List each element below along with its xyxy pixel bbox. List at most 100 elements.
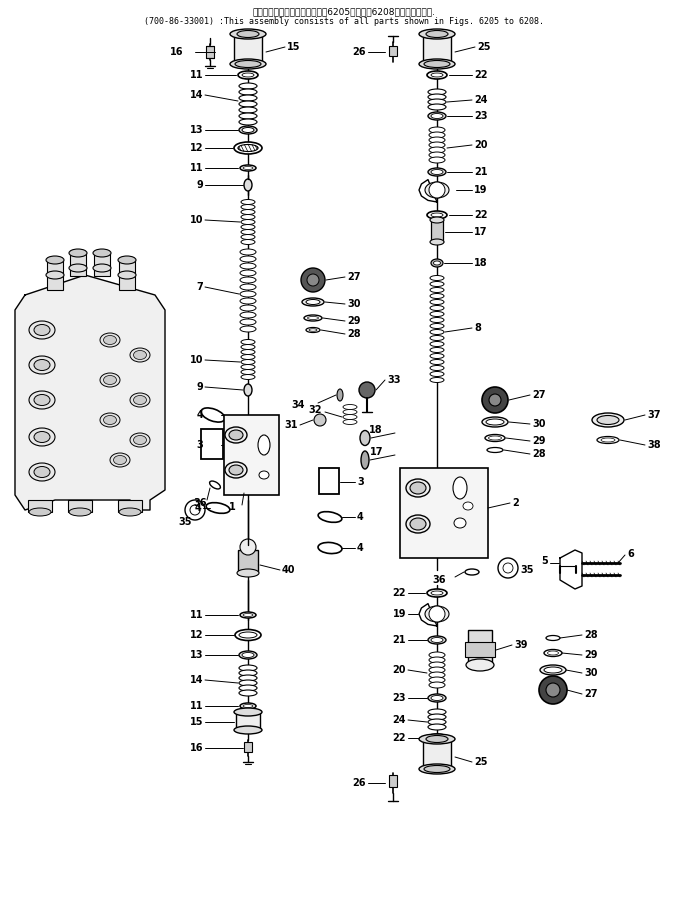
Ellipse shape <box>235 60 261 68</box>
Ellipse shape <box>343 415 357 419</box>
Text: 7: 7 <box>196 282 203 292</box>
Ellipse shape <box>29 356 55 374</box>
Ellipse shape <box>240 612 256 618</box>
Ellipse shape <box>240 298 256 304</box>
Ellipse shape <box>430 311 444 317</box>
Ellipse shape <box>93 249 111 257</box>
Ellipse shape <box>430 372 444 376</box>
Text: 17: 17 <box>369 447 383 457</box>
Ellipse shape <box>419 29 455 39</box>
Ellipse shape <box>430 330 444 334</box>
Ellipse shape <box>34 360 50 371</box>
Ellipse shape <box>241 374 255 380</box>
Ellipse shape <box>258 435 270 455</box>
Ellipse shape <box>46 256 64 264</box>
Ellipse shape <box>240 703 256 709</box>
Ellipse shape <box>239 670 257 676</box>
Text: 19: 19 <box>393 609 406 619</box>
Circle shape <box>429 606 445 622</box>
Text: 4: 4 <box>196 410 203 420</box>
Text: 30: 30 <box>347 299 360 309</box>
Ellipse shape <box>427 734 447 742</box>
Text: 16: 16 <box>189 743 203 753</box>
Ellipse shape <box>419 734 455 744</box>
Bar <box>244 742 252 752</box>
Ellipse shape <box>103 335 116 344</box>
Text: 12: 12 <box>189 143 203 153</box>
Text: 25: 25 <box>474 757 488 767</box>
Bar <box>224 415 279 495</box>
Ellipse shape <box>343 419 357 425</box>
Ellipse shape <box>430 217 444 223</box>
Ellipse shape <box>360 431 370 446</box>
Ellipse shape <box>427 71 447 79</box>
Ellipse shape <box>239 101 257 107</box>
Text: 36: 36 <box>433 575 446 585</box>
Ellipse shape <box>304 315 322 321</box>
Ellipse shape <box>318 542 342 553</box>
Text: 24: 24 <box>393 715 406 725</box>
Ellipse shape <box>428 89 446 95</box>
Ellipse shape <box>597 415 619 425</box>
Ellipse shape <box>118 256 136 264</box>
Ellipse shape <box>240 319 256 325</box>
Ellipse shape <box>242 73 254 77</box>
Text: 18: 18 <box>474 258 488 268</box>
Text: 10: 10 <box>189 355 203 365</box>
Ellipse shape <box>431 736 443 740</box>
Ellipse shape <box>428 168 446 176</box>
Ellipse shape <box>410 518 426 530</box>
Ellipse shape <box>548 651 559 655</box>
Ellipse shape <box>243 166 253 170</box>
Ellipse shape <box>431 696 443 700</box>
Ellipse shape <box>238 71 258 79</box>
Ellipse shape <box>306 328 320 332</box>
Text: 32: 32 <box>309 405 322 415</box>
Circle shape <box>503 563 513 573</box>
Text: 22: 22 <box>393 733 406 743</box>
Ellipse shape <box>110 453 130 467</box>
Bar <box>68 500 92 512</box>
Ellipse shape <box>430 239 444 245</box>
Ellipse shape <box>429 152 445 158</box>
Text: 29: 29 <box>532 436 546 446</box>
Ellipse shape <box>234 726 262 734</box>
Ellipse shape <box>114 456 127 465</box>
Ellipse shape <box>240 326 256 332</box>
Bar <box>319 468 339 494</box>
Ellipse shape <box>239 89 257 95</box>
Ellipse shape <box>429 677 445 683</box>
Ellipse shape <box>424 765 450 772</box>
Ellipse shape <box>242 128 254 132</box>
Ellipse shape <box>235 629 261 641</box>
Text: 2: 2 <box>512 498 519 508</box>
Ellipse shape <box>430 335 444 341</box>
Ellipse shape <box>240 305 256 311</box>
Ellipse shape <box>239 685 257 691</box>
Ellipse shape <box>103 415 116 425</box>
Text: 10: 10 <box>189 215 203 225</box>
Ellipse shape <box>34 394 50 405</box>
Ellipse shape <box>234 142 262 154</box>
Text: 22: 22 <box>393 588 406 598</box>
Ellipse shape <box>243 614 253 616</box>
Ellipse shape <box>130 348 150 362</box>
Ellipse shape <box>93 264 111 272</box>
Ellipse shape <box>241 354 255 360</box>
Text: 11: 11 <box>189 70 203 80</box>
Ellipse shape <box>431 113 443 119</box>
Ellipse shape <box>430 365 444 371</box>
Text: (700-86-33001) :This assembly consists of all parts shown in Figs. 6205 to 6208.: (700-86-33001) :This assembly consists o… <box>144 17 544 26</box>
Bar <box>431 220 443 242</box>
Ellipse shape <box>237 30 259 37</box>
Ellipse shape <box>234 708 262 716</box>
Text: 1: 1 <box>229 502 236 512</box>
Ellipse shape <box>597 436 619 444</box>
Ellipse shape <box>428 636 446 644</box>
Ellipse shape <box>406 479 430 497</box>
Ellipse shape <box>428 94 446 100</box>
Ellipse shape <box>240 256 256 262</box>
Ellipse shape <box>465 569 479 575</box>
Ellipse shape <box>429 132 445 138</box>
Ellipse shape <box>46 271 64 279</box>
